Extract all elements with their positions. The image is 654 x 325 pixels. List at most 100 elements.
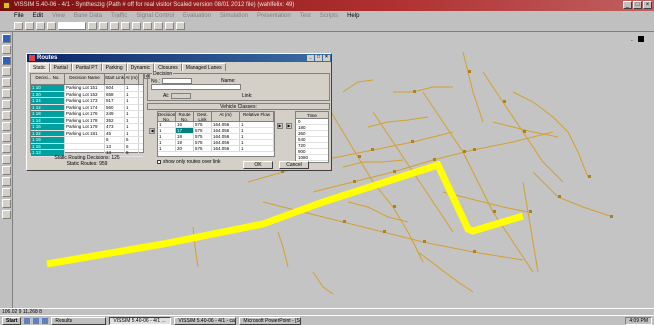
- decision-row[interactable]: 1 16 Parking Lot 179 473 1: [31, 124, 143, 131]
- route-left-arrow-icon[interactable]: ◀: [149, 128, 155, 134]
- travel-times-tool-icon[interactable]: [2, 166, 11, 175]
- vehicle-inputs-tool-icon[interactable]: [2, 56, 11, 65]
- col-route-no[interactable]: Route No.: [176, 112, 194, 121]
- show-only-routes-checkbox[interactable]: show only routes over link: [157, 159, 221, 165]
- time-interval-row[interactable]: 0: [296, 119, 328, 125]
- fast-forward-icon[interactable]: [165, 22, 174, 30]
- tab-partial-pt[interactable]: Partial PT: [71, 63, 102, 71]
- areas-tool-icon[interactable]: [2, 210, 11, 219]
- col-at[interactable]: At (m): [125, 74, 139, 84]
- cancel-button[interactable]: Cancel: [279, 161, 309, 169]
- taskbar-task[interactable]: Microsoft PowerPoint - [S...: [239, 317, 302, 325]
- transit-stops-tool-icon[interactable]: [2, 122, 11, 131]
- decision-row[interactable]: 1 10 Parking Lot 151 604 1: [31, 85, 143, 92]
- detectors-tool-icon[interactable]: [2, 111, 11, 120]
- taskbar-task[interactable]: VISSIM 5.40-06 - 4/1 - ca...: [174, 317, 237, 325]
- taskbar-task[interactable]: Results: [51, 317, 107, 325]
- route-right-arrow-icon[interactable]: ▶: [277, 123, 283, 129]
- dialog-close-icon[interactable]: ×: [323, 55, 330, 61]
- pedestrian-tool-icon[interactable]: [2, 199, 11, 208]
- maximize-icon[interactable]: □: [633, 1, 642, 9]
- open-file-icon[interactable]: [25, 22, 34, 30]
- decision-row[interactable]: 1 20 Parking Lot 153 658 1: [31, 91, 143, 98]
- vissim-app-icon[interactable]: [3, 2, 10, 9]
- decision-at-field[interactable]: [170, 92, 191, 99]
- ok-button[interactable]: OK: [243, 161, 273, 169]
- data-collection-tool-icon[interactable]: [2, 188, 11, 197]
- zoom-out-icon[interactable]: [99, 22, 108, 30]
- time-interval-row[interactable]: 720: [296, 143, 328, 149]
- menu-item-view[interactable]: View: [52, 13, 65, 19]
- dialog-minimize-icon[interactable]: _: [307, 55, 314, 61]
- checkbox-box[interactable]: [157, 160, 161, 164]
- select-icon[interactable]: [121, 22, 130, 30]
- play-icon[interactable]: [132, 22, 141, 30]
- decision-row[interactable]: 1 24 Parking Lot 173 917 1: [31, 98, 143, 105]
- col-decision-no[interactable]: Decisi... No.: [31, 74, 65, 84]
- menu-item-test[interactable]: Test: [299, 13, 311, 19]
- vehicle-classes-field[interactable]: Vehicle Classes:: [147, 103, 330, 110]
- time-interval-row[interactable]: 1080: [296, 155, 328, 161]
- zoom-in-icon[interactable]: [88, 22, 97, 30]
- time-interval-row[interactable]: 540: [296, 137, 328, 143]
- close-icon[interactable]: ×: [643, 1, 652, 9]
- routes-tool-icon[interactable]: [2, 67, 11, 76]
- parking-lots-tool-icon[interactable]: [2, 144, 11, 153]
- menu-item-signal-control[interactable]: Signal Control: [136, 13, 174, 19]
- route-row[interactable]: 1 16 575 164.056 1: [158, 122, 274, 128]
- queue-counters-tool-icon[interactable]: [2, 177, 11, 186]
- stop-icon[interactable]: [154, 22, 163, 30]
- menu-item-presentation[interactable]: Presentation: [257, 13, 291, 19]
- links-tool-icon[interactable]: [2, 34, 11, 43]
- col-route-decision-no[interactable]: Decision No.: [158, 112, 176, 122]
- priority-rules-tool-icon[interactable]: [2, 78, 11, 87]
- quick-launch-desktop-icon[interactable]: [24, 318, 31, 324]
- tab-closures[interactable]: Closures: [154, 63, 182, 71]
- menu-item-base-data[interactable]: Base Data: [73, 13, 102, 19]
- stop-signs-tool-icon[interactable]: [2, 89, 11, 98]
- taskbar-task[interactable]: VISSIM 5.40-06 - 4/1 ...: [109, 317, 172, 325]
- menu-item-edit[interactable]: Edit: [32, 13, 44, 19]
- time-interval-row[interactable]: 900: [296, 149, 328, 155]
- quick-launch-browser-icon[interactable]: [33, 318, 40, 324]
- menu-item-file[interactable]: File: [14, 13, 24, 19]
- route-row[interactable]: 1 19 575 164.056 1: [158, 140, 274, 146]
- nodes-tool-icon[interactable]: [2, 155, 11, 164]
- menu-item-help[interactable]: Help: [347, 13, 360, 19]
- system-tray-clock[interactable]: 4:09 PM: [625, 317, 652, 325]
- col-route-at[interactable]: At (m): [212, 112, 240, 121]
- time-interval-row[interactable]: 360: [296, 131, 328, 137]
- routes-table[interactable]: Decision No. Route No. Dest. Link At (m)…: [157, 111, 275, 157]
- decision-row[interactable]: 1 18 Parking Lot 176 249 1: [31, 111, 143, 118]
- decision-row[interactable]: 1 19 6 5: [31, 137, 143, 144]
- tab-parking[interactable]: Parking: [101, 63, 127, 71]
- print-icon[interactable]: [47, 22, 56, 30]
- minimize-icon[interactable]: _: [623, 1, 632, 9]
- save-icon[interactable]: [36, 22, 45, 30]
- decision-row[interactable]: 1 15 13 5: [31, 143, 143, 150]
- tab-managed-lanes[interactable]: Managed Lanes: [181, 63, 226, 71]
- record-icon[interactable]: [176, 22, 185, 30]
- menu-item-simulation[interactable]: Simulation: [220, 13, 249, 19]
- col-relative-flow[interactable]: Relative Flow: [240, 112, 274, 121]
- step-icon[interactable]: [143, 22, 152, 30]
- transit-lines-tool-icon[interactable]: [2, 133, 11, 142]
- decision-row[interactable]: 1 14 Parking Lot 178 352 1: [31, 117, 143, 124]
- signal-heads-tool-icon[interactable]: [2, 100, 11, 109]
- decision-row[interactable]: 1 12 Parking Lot 174 560 1: [31, 104, 143, 111]
- menu-item-scripts[interactable]: Scripts: [319, 13, 339, 19]
- relative-flow-arrow-icon[interactable]: ▶: [286, 123, 292, 129]
- time-intervals-table[interactable]: Time 0 180 360 540 720 900 1080: [295, 111, 329, 163]
- connectors-tool-icon[interactable]: [2, 45, 11, 54]
- tab-partial[interactable]: Partial: [49, 63, 72, 71]
- decision-row[interactable]: 1 13 13 5: [31, 150, 143, 157]
- dialog-maximize-icon[interactable]: □: [315, 54, 322, 61]
- tab-static[interactable]: Static: [29, 63, 50, 72]
- new-file-icon[interactable]: [14, 22, 23, 30]
- quick-launch-mail-icon[interactable]: [42, 318, 49, 324]
- decisions-table[interactable]: Decisi... No. Decision Name Start Link A…: [30, 73, 144, 157]
- col-decision-name[interactable]: Decision Name: [65, 74, 105, 84]
- time-interval-row[interactable]: 180: [296, 125, 328, 131]
- zoom-select[interactable]: [58, 22, 86, 30]
- start-button[interactable]: Start: [2, 317, 22, 325]
